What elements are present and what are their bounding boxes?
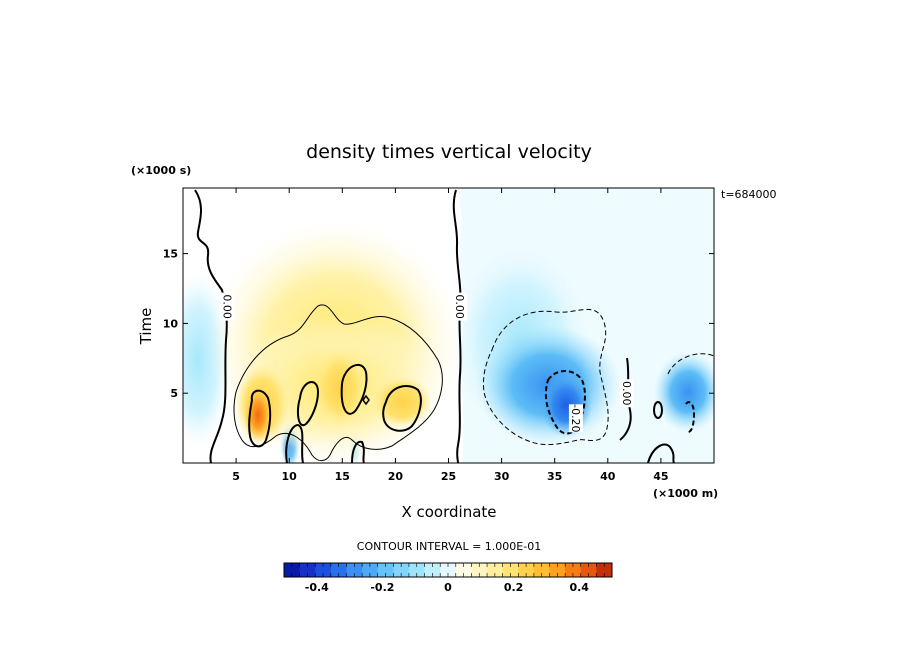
y-units-label: (×1000 s) — [131, 164, 191, 177]
colorbar-segment — [315, 563, 332, 577]
chart-title: density times vertical velocity — [306, 141, 592, 163]
colorbar-segment — [533, 563, 550, 577]
contour-label: 0.00 — [220, 292, 235, 321]
colorbar-segment — [440, 563, 457, 577]
colorbar-tick-label: 0 — [444, 581, 452, 594]
colorbar-tick-label: 0.4 — [569, 581, 589, 594]
colorbar-segment — [565, 563, 582, 577]
field-region-blue-east — [654, 352, 714, 432]
contour-plus-02-dot — [362, 394, 370, 406]
contour-label-text: 0.00 — [221, 294, 234, 319]
contour-label-background — [568, 404, 583, 433]
contour-label: -0.20 — [568, 404, 583, 433]
contour-interval-text: CONTOUR INTERVAL = 1.000E-01 — [357, 540, 541, 553]
contour-zero-loop — [653, 401, 663, 419]
x-tick-label: 10 — [282, 470, 298, 483]
x-axis-title: X coordinate — [401, 503, 496, 521]
contour-minus-02-east — [685, 401, 696, 433]
colorbar-segment — [471, 563, 488, 577]
colorbar-frame — [283, 562, 613, 578]
x-tick-label: 30 — [494, 470, 510, 483]
contour-label-text: -0.20 — [569, 404, 582, 432]
colorbar-segment — [393, 563, 410, 577]
colorbar-segment — [518, 563, 535, 577]
field-region-warm-right — [372, 376, 432, 428]
contour-zero-west — [194, 189, 228, 463]
colorbar-segment — [596, 563, 613, 577]
contour-plus-01 — [233, 304, 443, 462]
x-tick-label: 20 — [388, 470, 404, 483]
colorbar-segment — [362, 563, 379, 577]
colorbar: -0.4 -0.2 0 0.2 0.4 — [283, 562, 613, 594]
x-tick-label: 45 — [653, 470, 668, 483]
colorbar-segment — [580, 563, 597, 577]
x-units-label: (×1000 m) — [653, 487, 718, 500]
contour-minus-01-main — [483, 308, 609, 446]
x-tick-label: 40 — [600, 470, 616, 483]
contour-minus-02-main — [544, 370, 586, 435]
contour-label-text: 0.00 — [453, 294, 466, 319]
x-tick-label: 5 — [232, 470, 240, 483]
contour-label-background — [453, 292, 468, 321]
field-region-warm-mid — [314, 350, 366, 426]
colorbar-segment — [299, 563, 316, 577]
x-tick-label: 15 — [335, 470, 350, 483]
contour-label-text: 0.00 — [620, 381, 633, 406]
contour-zero-stem2 — [351, 440, 365, 463]
colorbar-segment — [284, 563, 301, 577]
colorbar-segment — [549, 563, 566, 577]
contour-plus-02-mid — [340, 363, 368, 415]
y-tick-label: 10 — [163, 317, 179, 330]
contour-label-background — [619, 379, 634, 408]
x-tick-label: 35 — [547, 470, 562, 483]
colorbar-tick-label: -0.4 — [305, 581, 329, 594]
contour-plus-02-midleft — [297, 381, 320, 427]
contour-plus-02-left — [248, 389, 272, 448]
contour-label: 0.00 — [453, 292, 468, 321]
colorbar-tick-label: 0.2 — [504, 581, 524, 594]
contour-zero-central — [452, 189, 462, 463]
colorbar-segment — [377, 563, 394, 577]
x-axis: 5 10 15 20 25 30 35 40 45 — [232, 188, 669, 483]
contour-label-background — [220, 292, 235, 321]
contour-zero-east — [619, 357, 632, 441]
colorbar-segment — [424, 563, 441, 577]
contour-minus-01-east — [667, 353, 714, 375]
colorbar-segment — [502, 563, 519, 577]
y-tick-label: 15 — [163, 248, 178, 261]
y-axis: 5 10 15 — [163, 248, 714, 400]
y-axis-title: Time — [137, 308, 155, 346]
colorbar-segment — [487, 563, 504, 577]
colorbar-segment — [455, 563, 472, 577]
y-tick-label: 5 — [170, 387, 178, 400]
contour-plus-02-right — [382, 385, 422, 432]
field-shading — [183, 188, 714, 463]
contour-label: 0.00 — [619, 379, 634, 408]
time-stamp-label: t=684000 — [721, 188, 777, 201]
colorbar-segment — [330, 563, 347, 577]
contour-zero-southeast — [647, 443, 675, 463]
colorbar-tick-label: -0.2 — [370, 581, 394, 594]
colorbar-segment — [408, 563, 425, 577]
x-tick-label: 25 — [441, 470, 456, 483]
contour-zero-stem — [285, 423, 304, 463]
contour-labels: 0.00 0.00 -0.20 0.00 — [220, 292, 634, 433]
colorbar-segment — [346, 563, 363, 577]
